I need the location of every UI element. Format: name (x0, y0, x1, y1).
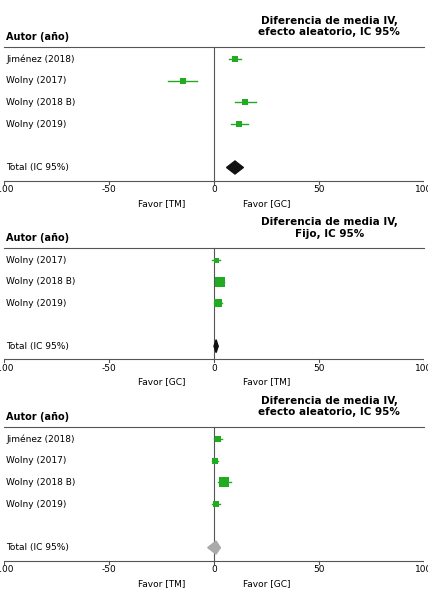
Text: 100: 100 (415, 185, 428, 194)
Text: Jiménez (2018): Jiménez (2018) (6, 54, 75, 64)
Text: 0: 0 (211, 565, 217, 574)
Text: -100: -100 (0, 185, 15, 194)
Text: Favor [GC]: Favor [GC] (243, 579, 290, 588)
Text: Total (IC 95%): Total (IC 95%) (6, 163, 69, 172)
Text: Autor (año): Autor (año) (6, 233, 69, 243)
Text: 100: 100 (415, 565, 428, 574)
Text: Diferencia de media IV,
Fijo, IC 95%: Diferencia de media IV, Fijo, IC 95% (261, 217, 398, 239)
Text: Total (IC 95%): Total (IC 95%) (6, 543, 69, 552)
Polygon shape (226, 161, 244, 174)
Text: -100: -100 (0, 565, 15, 574)
Polygon shape (208, 541, 220, 554)
Text: Wolny (2019): Wolny (2019) (6, 119, 67, 128)
Text: Favor [GC]: Favor [GC] (138, 377, 185, 386)
Text: Wolny (2019): Wolny (2019) (6, 500, 67, 509)
Text: Wolny (2018 B): Wolny (2018 B) (6, 277, 76, 286)
Text: Favor [TM]: Favor [TM] (138, 199, 185, 208)
Text: -50: -50 (102, 565, 116, 574)
Text: 50: 50 (313, 364, 324, 373)
Text: Favor [TM]: Favor [TM] (243, 377, 290, 386)
Text: Wolny (2018 B): Wolny (2018 B) (6, 478, 76, 487)
Text: Wolny (2017): Wolny (2017) (6, 256, 67, 265)
Text: -50: -50 (102, 185, 116, 194)
Text: 50: 50 (313, 185, 324, 194)
Text: Wolny (2018 B): Wolny (2018 B) (6, 98, 76, 107)
Text: Total (IC 95%): Total (IC 95%) (6, 341, 69, 350)
Text: 50: 50 (313, 565, 324, 574)
Text: 0: 0 (211, 185, 217, 194)
Text: Jiménez (2018): Jiménez (2018) (6, 434, 75, 444)
Text: Wolny (2017): Wolny (2017) (6, 76, 67, 85)
Text: Diferencia de media IV,
efecto aleatorio, IC 95%: Diferencia de media IV, efecto aleatorio… (259, 395, 400, 417)
Text: 0: 0 (211, 364, 217, 373)
Text: Wolny (2019): Wolny (2019) (6, 299, 67, 308)
Polygon shape (214, 340, 218, 353)
Text: Wolny (2017): Wolny (2017) (6, 456, 67, 465)
Text: -100: -100 (0, 364, 15, 373)
Text: Diferencia de media IV,
efecto aleatorio, IC 95%: Diferencia de media IV, efecto aleatorio… (259, 16, 400, 37)
Text: -50: -50 (102, 364, 116, 373)
Text: 100: 100 (415, 364, 428, 373)
Text: Autor (año): Autor (año) (6, 412, 69, 422)
Text: Favor [GC]: Favor [GC] (243, 199, 290, 208)
Text: Favor [TM]: Favor [TM] (138, 579, 185, 588)
Text: Autor (año): Autor (año) (6, 32, 69, 41)
